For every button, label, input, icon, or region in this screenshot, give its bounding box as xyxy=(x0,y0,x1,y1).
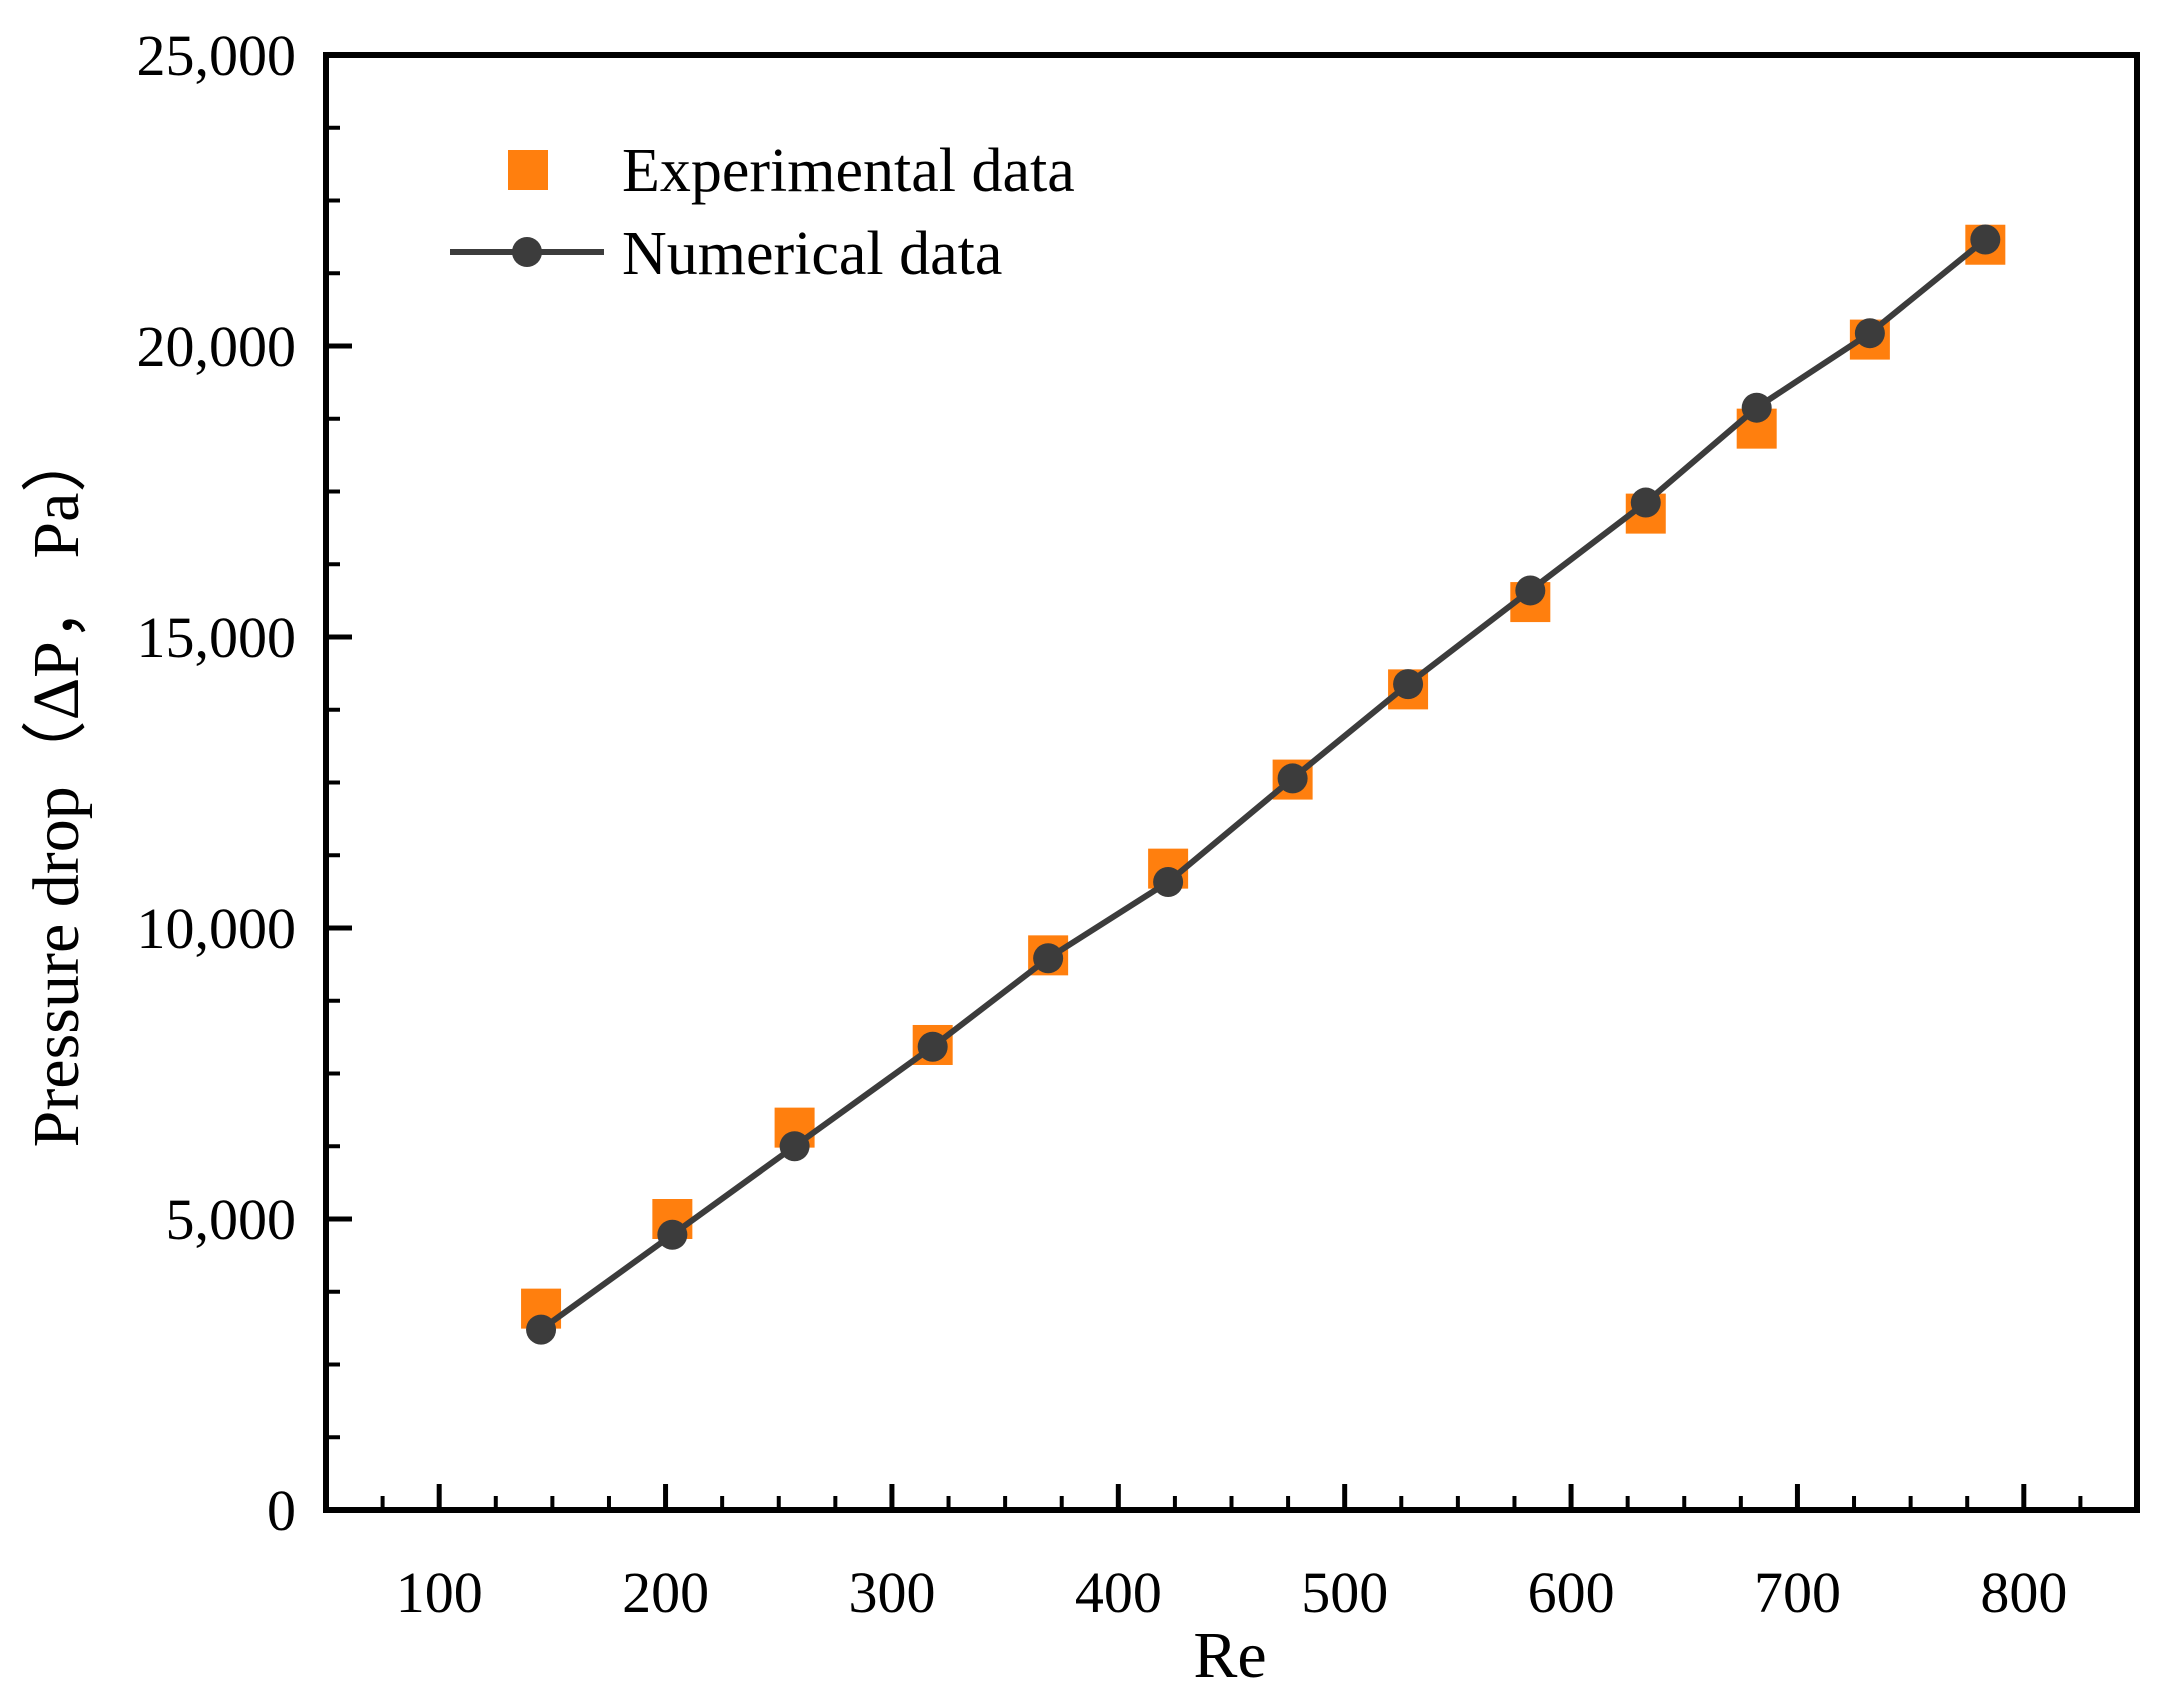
x-tick-label: 400 xyxy=(1075,1560,1162,1625)
numerical-data-point xyxy=(917,1031,948,1062)
y-tick-label: 15,000 xyxy=(137,605,297,670)
numerical-data-point xyxy=(779,1131,810,1162)
legend: Experimental data Numerical data xyxy=(450,137,1075,288)
numerical-data-point xyxy=(1630,487,1661,518)
numerical-data-point xyxy=(1393,669,1424,700)
numerical-data-point xyxy=(1515,575,1546,606)
x-tick-label: 200 xyxy=(622,1560,709,1625)
legend-label-numerical: Numerical data xyxy=(622,220,1002,288)
y-tick-label: 20,000 xyxy=(137,314,297,379)
numerical-data-point xyxy=(1741,392,1772,423)
x-tick-label: 300 xyxy=(848,1560,935,1625)
legend-marker-numerical xyxy=(512,237,542,267)
numerical-data-point xyxy=(1854,318,1885,349)
x-tick-label: 500 xyxy=(1301,1560,1388,1625)
numerical-data-point xyxy=(1033,943,1064,974)
legend-marker-experimental xyxy=(508,150,548,190)
x-axis-label: Re xyxy=(1193,1619,1266,1692)
y-tick-label: 5,000 xyxy=(166,1187,297,1252)
y-tick-label: 10,000 xyxy=(137,896,297,961)
x-tick-label: 800 xyxy=(1980,1560,2067,1625)
y-axis-label: Pressure drop（ΔP， Pa） xyxy=(20,427,93,1148)
numerical-data-point xyxy=(1970,224,2001,255)
numerical-data-point xyxy=(526,1314,557,1345)
numerical-data-point xyxy=(657,1219,688,1250)
x-tick-label: 100 xyxy=(396,1560,483,1625)
plot-area-frame xyxy=(323,52,2140,1513)
numerical-data-point xyxy=(1277,763,1308,794)
numerical-data-point xyxy=(1153,867,1184,898)
y-tick-label: 0 xyxy=(267,1478,296,1543)
x-tick-label: 600 xyxy=(1528,1560,1615,1625)
legend-label-experimental: Experimental data xyxy=(622,137,1075,205)
y-tick-label: 25,000 xyxy=(137,23,297,88)
x-tick-label: 700 xyxy=(1754,1560,1841,1625)
